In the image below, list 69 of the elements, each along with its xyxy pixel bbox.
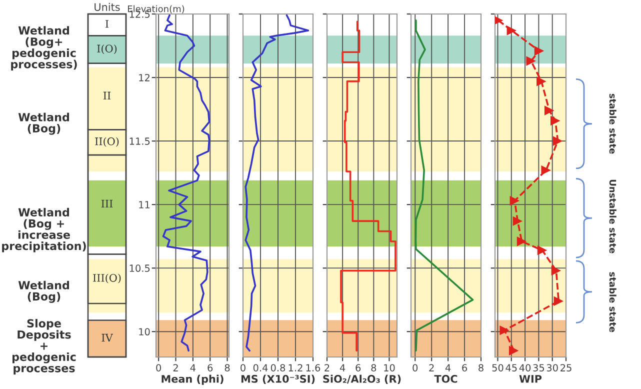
y-tick-label: 11 (139, 201, 150, 208)
line-series (162, 14, 210, 352)
x-tick-label: 0 (156, 364, 162, 372)
text: IV (102, 334, 113, 342)
point (554, 296, 564, 306)
x-tick-label: 2 (324, 364, 330, 372)
x-tick-label: 4 (340, 364, 346, 372)
x-tick-label: 8 (478, 364, 484, 372)
y-tick-label: 10 (139, 328, 150, 336)
text: Wetland (Bog + increase precipitation) (2, 208, 86, 252)
point (537, 245, 548, 256)
text: stable state (609, 94, 616, 154)
text: Wetland (Bog+ pedogenic processes) (11, 26, 77, 71)
point (526, 56, 536, 66)
x-tick-label: 2 (173, 364, 178, 372)
point (551, 266, 562, 276)
point (512, 216, 523, 226)
text: III (101, 200, 113, 208)
x-axis-title: WIP (519, 375, 542, 383)
x-tick-label: 0 (412, 364, 418, 372)
x-tick-label: 0.8 (270, 364, 286, 372)
x-tick-label: 4 (190, 364, 196, 372)
x-tick-label: 2 (429, 364, 434, 372)
point (536, 76, 546, 86)
text: Wetland (Bog) (18, 112, 70, 135)
point (534, 46, 544, 56)
x-tick-label: 6 (462, 364, 468, 372)
x-axis-title: Mean (phi) (162, 374, 224, 385)
text: III(O) (93, 274, 121, 284)
y-tick-label: 11.5 (130, 138, 150, 145)
point (500, 325, 510, 336)
text: stable state (609, 272, 616, 332)
x-tick-label: 8 (371, 364, 376, 372)
x-tick-label: 25 (560, 364, 572, 372)
point (541, 165, 551, 176)
text: II(O) (95, 137, 119, 147)
x-tick-label: 8 (224, 364, 230, 372)
x-tick-label: 1.2 (288, 364, 302, 372)
x-tick-label: 35 (533, 364, 544, 372)
text: Wetland (Bog) (18, 280, 70, 303)
x-tick-label: 1.6 (306, 364, 320, 372)
legend-title: Units (94, 2, 120, 11)
x-tick-label: 50 (492, 364, 504, 372)
x-tick-label: 45 (506, 364, 517, 372)
y-tick-label: 10.5 (130, 264, 150, 272)
text: I(O) (97, 44, 117, 54)
x-tick-label: 40 (519, 364, 531, 372)
x-tick-label: 10 (384, 364, 395, 372)
x-tick-label: 0.4 (253, 364, 268, 372)
x-axis-title: MS (X10⁻³SI) (241, 374, 315, 384)
text: II (103, 92, 111, 100)
point (552, 136, 563, 146)
x-tick-label: 6 (208, 364, 213, 372)
x-tick-label: 6 (356, 364, 361, 372)
x-tick-label: 30 (546, 364, 558, 372)
point (544, 106, 554, 116)
point (510, 196, 520, 206)
point (508, 346, 519, 356)
x-tick-label: 4 (445, 364, 451, 372)
x-tick-label: 0 (240, 364, 246, 372)
text: I (106, 20, 108, 28)
point (516, 236, 527, 246)
y-tick-label: 12 (139, 74, 150, 82)
text: Slope Deposits + pedogenic processes (12, 318, 76, 374)
x-axis-title: SiO₂/Al₂O₃ (R) (323, 374, 401, 384)
text: Unstable state (609, 180, 616, 254)
x-axis-title: TOC (434, 374, 458, 383)
point (506, 26, 517, 36)
point (550, 116, 560, 126)
